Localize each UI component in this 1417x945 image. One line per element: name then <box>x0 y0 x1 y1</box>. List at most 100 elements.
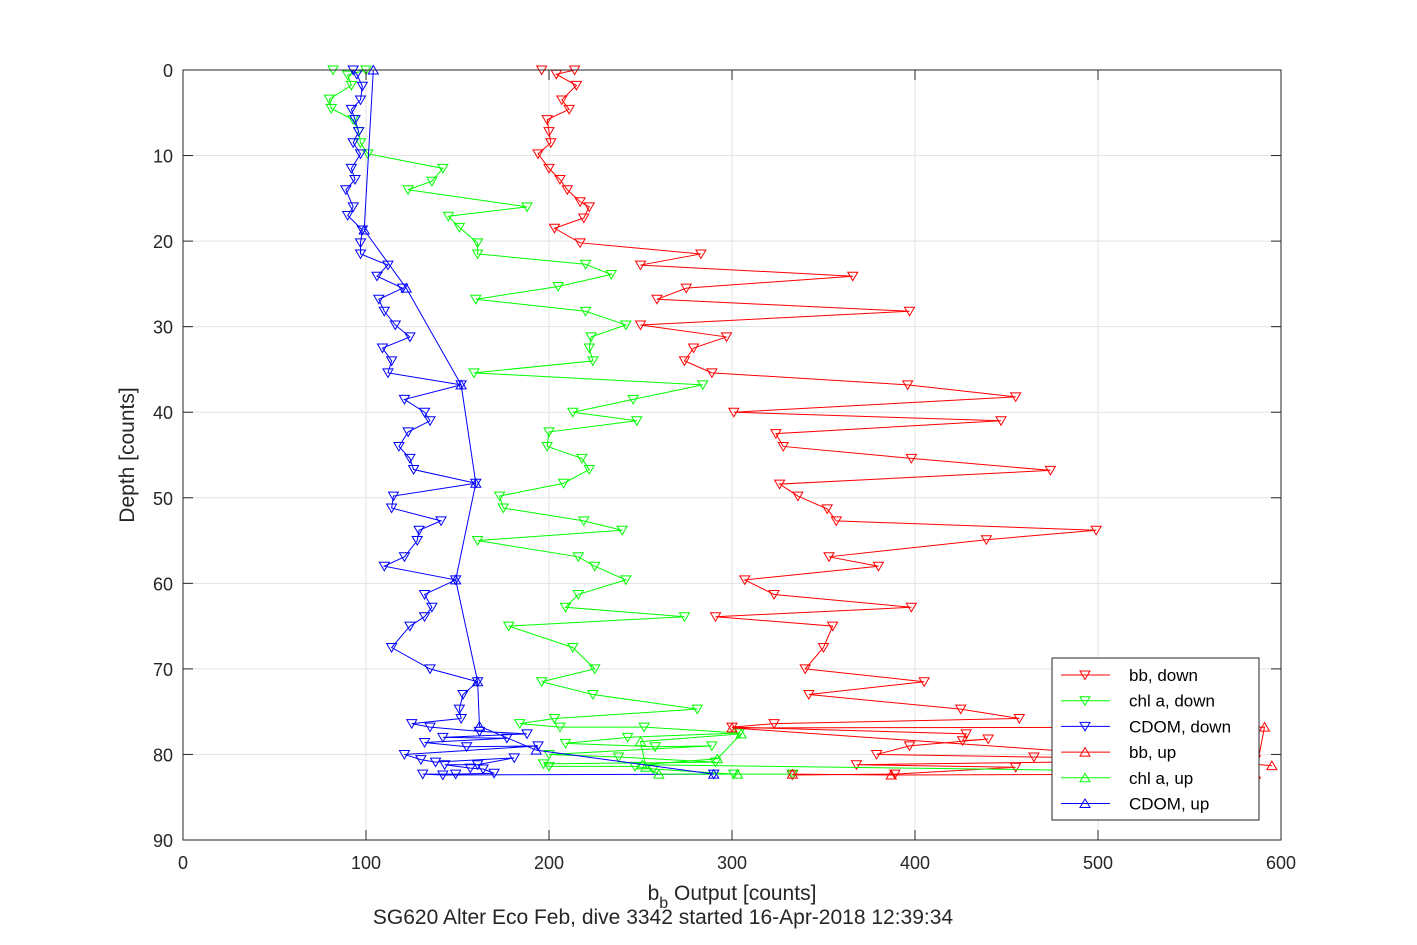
legend-label: chl a, down <box>1129 692 1215 711</box>
legend-label: CDOM, down <box>1129 717 1231 736</box>
data-point <box>418 589 431 600</box>
data-point <box>588 561 601 572</box>
data-point <box>469 294 482 305</box>
data-point <box>1090 525 1103 536</box>
series-line <box>537 69 1256 776</box>
data-point <box>418 737 431 748</box>
legend-label: CDOM, up <box>1129 795 1209 814</box>
data-point <box>678 356 691 367</box>
data-point <box>638 722 651 733</box>
data-point <box>396 283 409 294</box>
data-point <box>426 602 438 613</box>
x-axis-title-main: b <box>648 882 660 905</box>
data-point <box>471 249 484 260</box>
data-point <box>1009 762 1022 773</box>
data-point <box>387 491 400 502</box>
data-point <box>773 479 786 490</box>
legend-entry: chl a, down <box>1061 692 1215 711</box>
data-point <box>731 768 744 779</box>
legend-marker <box>1079 746 1091 757</box>
data-point <box>548 223 561 234</box>
data-point <box>691 704 704 715</box>
data-point <box>473 720 486 731</box>
data-point <box>354 138 367 149</box>
data-point <box>543 749 555 760</box>
data-point <box>680 283 693 294</box>
data-point <box>424 416 436 427</box>
x-tick-label: 500 <box>1083 853 1113 873</box>
data-point <box>371 271 383 282</box>
data-point <box>872 561 885 572</box>
data-point <box>382 260 394 271</box>
data-point <box>570 80 583 91</box>
data-point <box>1009 392 1022 403</box>
data-point <box>823 552 835 563</box>
legend-marker <box>1079 696 1091 707</box>
data-point <box>587 356 599 367</box>
data-point <box>543 761 555 772</box>
data-point <box>493 491 506 502</box>
y-tick-label: 30 <box>153 318 173 338</box>
data-point <box>566 407 579 418</box>
data-point <box>349 175 361 185</box>
data-point <box>535 677 548 688</box>
data-point <box>982 734 995 745</box>
data-point <box>695 249 707 260</box>
data-point <box>385 643 398 653</box>
legend-entry: CDOM, down <box>1061 717 1231 736</box>
data-point <box>405 719 418 730</box>
data-point <box>398 394 411 405</box>
data-point <box>530 744 543 755</box>
data-point <box>640 761 652 772</box>
data-point <box>561 185 574 196</box>
data-point <box>587 690 599 701</box>
data-point <box>541 115 554 126</box>
legend-box <box>1051 657 1260 821</box>
data-point <box>802 690 815 701</box>
data-point <box>576 453 588 464</box>
data-point <box>354 238 367 249</box>
data-point <box>438 760 451 771</box>
data-point <box>347 202 360 213</box>
data-point <box>378 561 391 572</box>
data-point <box>619 320 632 331</box>
data-point <box>905 453 918 464</box>
data-point <box>416 769 429 780</box>
data-point <box>1265 760 1278 771</box>
legend-marker <box>1079 670 1091 681</box>
data-point <box>361 149 374 160</box>
data-point <box>1044 465 1057 476</box>
data-point <box>488 768 500 779</box>
y-tick-label: 50 <box>153 489 173 509</box>
data-point <box>588 664 601 675</box>
data-point <box>696 380 709 391</box>
data-point <box>352 127 365 138</box>
series-line <box>363 69 714 775</box>
data-point <box>385 356 398 367</box>
data-point <box>720 332 733 343</box>
legend-label: bb, up <box>1129 743 1176 762</box>
x-axis-title: bb Output [counts] <box>648 882 817 912</box>
data-point <box>705 741 718 752</box>
data-point <box>477 764 489 775</box>
data-point <box>619 575 632 586</box>
y-tick-label: 10 <box>153 147 173 167</box>
x-axis-title-rest: Output [counts] <box>668 882 816 905</box>
data-point <box>612 752 625 763</box>
legend-entry: CDOM, up <box>1061 795 1209 814</box>
data-point <box>687 343 700 354</box>
data-point <box>404 453 416 464</box>
data-point <box>903 741 916 752</box>
data-point <box>435 516 447 527</box>
data-point <box>345 80 358 91</box>
data-point <box>398 749 411 760</box>
data-point <box>455 714 468 724</box>
data-point <box>453 704 466 715</box>
data-point <box>402 427 414 438</box>
data-point <box>407 465 420 476</box>
data-point <box>358 224 371 235</box>
legend-entry: bb, up <box>1061 743 1176 762</box>
data-point <box>870 749 883 760</box>
data-point <box>354 249 367 260</box>
y-tick-label: 60 <box>153 574 173 594</box>
